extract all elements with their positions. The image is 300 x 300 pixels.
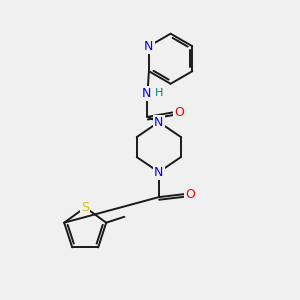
Text: N: N — [154, 116, 164, 128]
Text: S: S — [81, 201, 89, 214]
Text: H: H — [154, 88, 163, 98]
Text: N: N — [141, 87, 151, 100]
Text: O: O — [174, 106, 184, 119]
Text: N: N — [144, 40, 154, 53]
Text: O: O — [185, 188, 195, 201]
Text: N: N — [154, 166, 164, 178]
